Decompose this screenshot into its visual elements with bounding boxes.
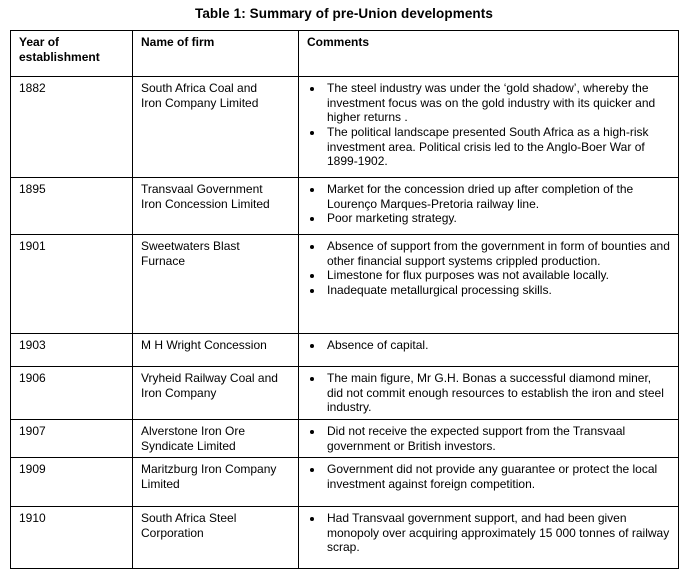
comments-list: Government did not provide any guarantee… bbox=[307, 462, 670, 491]
firm-name-cell: Transvaal Government Iron Concession Lim… bbox=[132, 177, 299, 235]
firm-name-cell: Sweetwaters Blast Furnace bbox=[132, 234, 299, 334]
comments-list: The main figure, Mr G.H. Bonas a success… bbox=[307, 371, 670, 415]
col-header-year-of-establishment: Year of establishment bbox=[10, 30, 133, 77]
comment-item: Inadequate metallurgical processing skil… bbox=[324, 283, 670, 298]
year-cell: 1907 bbox=[10, 418, 133, 459]
table-row: 1895 Transvaal Government Iron Concessio… bbox=[10, 177, 679, 235]
year-cell: 1901 bbox=[10, 234, 133, 334]
comment-item: The political landscape presented South … bbox=[324, 125, 670, 169]
header-row: Year of establishment Name of firm Comme… bbox=[10, 30, 679, 77]
firm-name-cell: Vryheid Railway Coal and Iron Company bbox=[132, 366, 299, 420]
comment-item: Poor marketing strategy. bbox=[324, 211, 670, 226]
year-cell: 1906 bbox=[10, 366, 133, 420]
year-cell: 1882 bbox=[10, 76, 133, 178]
comment-item: The steel industry was under the ‘gold s… bbox=[324, 81, 670, 125]
table-row: 1882 South Africa Coal and Iron Company … bbox=[10, 76, 679, 178]
table-body: 1882 South Africa Coal and Iron Company … bbox=[10, 76, 679, 569]
firm-name-cell: South Africa Steel Corporation bbox=[132, 506, 299, 569]
pre-union-developments-table: Year of establishment Name of firm Comme… bbox=[10, 30, 679, 569]
comment-item: Market for the concession dried up after… bbox=[324, 182, 670, 211]
firm-name-cell: Alverstone Iron Ore Syndicate Limited bbox=[132, 418, 299, 459]
comments-cell: Market for the concession dried up after… bbox=[298, 177, 679, 235]
comments-cell: Absence of support from the government i… bbox=[298, 234, 679, 334]
comments-list: Market for the concession dried up after… bbox=[307, 182, 670, 226]
year-cell: 1910 bbox=[10, 506, 133, 569]
comments-cell: Had Transvaal government support, and ha… bbox=[298, 506, 679, 569]
table-row: 1903 M H Wright Concession Absence of ca… bbox=[10, 333, 679, 367]
year-cell: 1909 bbox=[10, 457, 133, 508]
firm-name-cell: South Africa Coal and Iron Company Limit… bbox=[132, 76, 299, 178]
comment-item: Did not receive the expected support fro… bbox=[324, 424, 670, 453]
comments-list: Did not receive the expected support fro… bbox=[307, 424, 670, 453]
col-header-comments: Comments bbox=[298, 30, 679, 77]
comments-cell: The main figure, Mr G.H. Bonas a success… bbox=[298, 366, 679, 420]
firm-name-cell: Maritzburg Iron Company Limited bbox=[132, 457, 299, 508]
comments-cell: The steel industry was under the ‘gold s… bbox=[298, 76, 679, 178]
comment-item: Had Transvaal government support, and ha… bbox=[324, 511, 670, 555]
comments-list: Absence of support from the government i… bbox=[307, 239, 670, 298]
year-cell: 1895 bbox=[10, 177, 133, 235]
comments-list: Absence of capital. bbox=[307, 338, 670, 353]
table-row: 1909 Maritzburg Iron Company Limited Gov… bbox=[10, 457, 679, 508]
table-row: 1901 Sweetwaters Blast Furnace Absence o… bbox=[10, 234, 679, 334]
comment-item: The main figure, Mr G.H. Bonas a success… bbox=[324, 371, 670, 415]
comment-item: Absence of support from the government i… bbox=[324, 239, 670, 268]
comment-item: Limestone for flux purposes was not avai… bbox=[324, 268, 670, 283]
comments-cell: Absence of capital. bbox=[298, 333, 679, 367]
col-header-name-of-firm: Name of firm bbox=[132, 30, 299, 77]
table-row: 1906 Vryheid Railway Coal and Iron Compa… bbox=[10, 366, 679, 420]
firm-name-cell: M H Wright Concession bbox=[132, 333, 299, 367]
comments-list: Had Transvaal government support, and ha… bbox=[307, 511, 670, 555]
table-row: 1910 South Africa Steel Corporation Had … bbox=[10, 506, 679, 569]
comment-item: Absence of capital. bbox=[324, 338, 670, 353]
table-row: 1907 Alverstone Iron Ore Syndicate Limit… bbox=[10, 418, 679, 459]
comments-cell: Government did not provide any guarantee… bbox=[298, 457, 679, 508]
year-cell: 1903 bbox=[10, 333, 133, 367]
comments-list: The steel industry was under the ‘gold s… bbox=[307, 81, 670, 169]
comments-cell: Did not receive the expected support fro… bbox=[298, 418, 679, 459]
table-title: Table 1: Summary of pre-Union developmen… bbox=[194, 6, 493, 21]
comment-item: Government did not provide any guarantee… bbox=[324, 462, 670, 491]
